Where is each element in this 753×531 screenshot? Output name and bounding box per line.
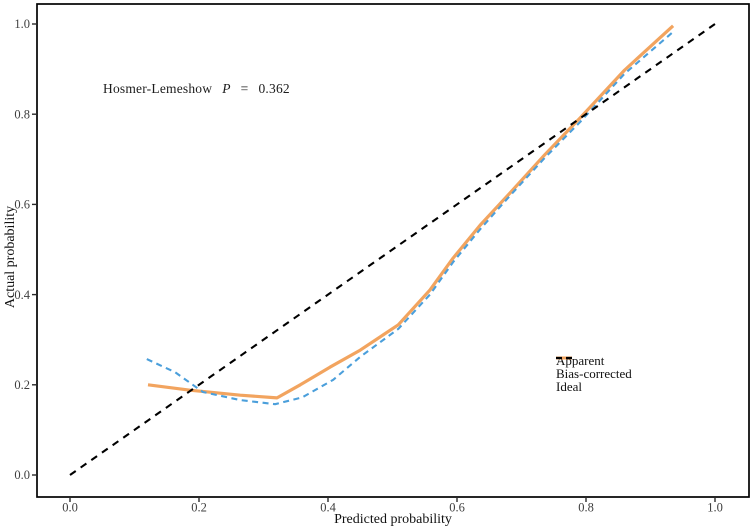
legend-label: Bias-corrected (556, 365, 632, 381)
legend-item-ideal: Ideal (556, 356, 632, 394)
y-tick-label: 0.0 (14, 468, 30, 482)
x-tick-label: 0.6 (449, 501, 465, 515)
annotation-equals: = (240, 81, 249, 96)
hosmer-lemeshow-annotation: Hosmer-Lemeshow P = 0.362 (103, 81, 290, 97)
annotation-prefix: Hosmer-Lemeshow (103, 81, 213, 96)
x-tick-label: 1.0 (707, 501, 723, 515)
bias-corrected-line (146, 32, 673, 406)
annotation-p-symbol: P (222, 81, 231, 96)
legend-label: Ideal (556, 378, 582, 394)
ideal-line-key-icon (556, 356, 572, 360)
annotation-p-value: 0.362 (258, 81, 290, 96)
y-axis-title: Actual probability (3, 205, 18, 309)
legend: Apparent Bias-corrected Ideal (556, 354, 632, 394)
y-tick-label: 1.0 (14, 17, 30, 31)
y-tick-label: 0.6 (14, 198, 30, 212)
x-tick-label: 0.4 (320, 501, 336, 515)
y-tick-label: 0.4 (14, 288, 30, 302)
x-axis-title: Predicted probability (334, 512, 452, 527)
ideal-line (69, 23, 716, 476)
x-tick-label: 0.0 (62, 501, 78, 515)
apparent-line (147, 24, 675, 400)
y-tick-label: 0.2 (14, 378, 30, 392)
y-tick-label: 0.8 (14, 107, 30, 121)
panel-border (36, 3, 750, 498)
x-tick-label: 0.2 (191, 501, 207, 515)
x-tick-label: 0.8 (578, 501, 594, 515)
